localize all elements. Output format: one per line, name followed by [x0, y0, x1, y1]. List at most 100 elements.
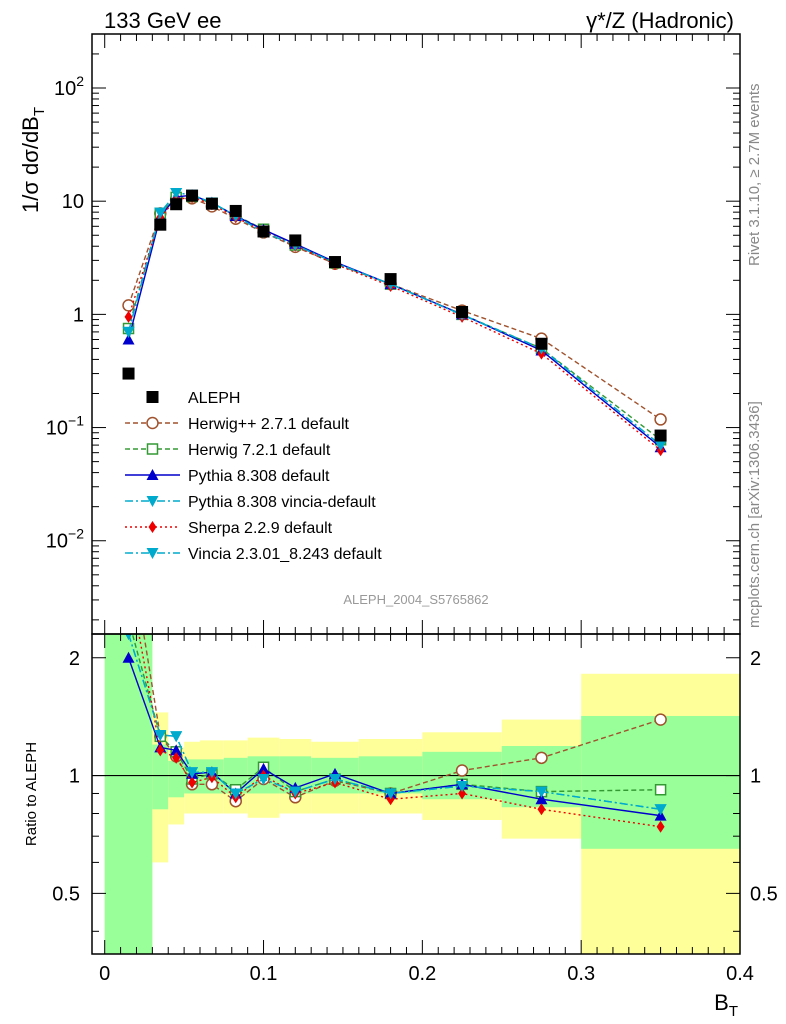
uncertainty-band-inner [104, 634, 153, 954]
series-line [127, 197, 661, 421]
uncertainty-band-inner [168, 760, 185, 798]
legend-marker [146, 416, 159, 430]
legend-marker [148, 521, 157, 533]
ratio-data-point [124, 615, 134, 625]
header-left: 133 GeV ee [104, 8, 222, 33]
ratio-data-point [329, 773, 341, 785]
ratio-data-point [170, 744, 183, 756]
ratio-data-point [122, 651, 135, 663]
data-point [124, 310, 133, 323]
y-tick-label: 10−2 [46, 526, 84, 553]
legend-marker [146, 469, 159, 480]
ratio-data-point [125, 634, 132, 640]
aleph-data-point [257, 225, 270, 238]
main-plot-area [122, 188, 667, 457]
y-tick-label: 102 [54, 73, 84, 100]
legend-label: ALEPH [188, 390, 240, 407]
y-tick-label: 10 [62, 191, 84, 213]
legend-label: Herwig++ 2.7.1 default [188, 416, 350, 433]
legend-marker [146, 496, 159, 507]
series-line [127, 192, 662, 446]
ratio-y-tick-label: 2 [69, 648, 80, 670]
ratio-y-tick-label-right: 1 [750, 766, 761, 788]
aleph-data-point [329, 256, 341, 269]
ratio-y-axis: 0.5 0.5 1 1 2 2 [52, 648, 778, 932]
legend-label: Pythia 8.308 default [188, 468, 330, 485]
header-right: γ*/Z (Hadronic) [586, 8, 734, 33]
ratio-data-point [257, 773, 270, 785]
aleph-data-point [186, 189, 199, 202]
series-line [127, 192, 662, 446]
data-point [154, 207, 167, 219]
main-frame [91, 33, 741, 635]
ratio-data-point [656, 820, 665, 833]
data-point [122, 333, 135, 345]
x-axis-label: BT [714, 990, 738, 1020]
data-point [170, 188, 183, 200]
ratio-y-tick-label: 0.5 [52, 883, 80, 905]
data-point [654, 413, 667, 426]
ratio-data-point [172, 751, 181, 764]
aleph-data-point [384, 273, 397, 286]
x-tick-label: 0.1 [250, 963, 278, 985]
x-tick-label: 0.2 [408, 963, 436, 985]
legend-label: Herwig 7.2.1 default [188, 442, 331, 459]
ratio-y-tick-label-right: 0.5 [750, 883, 778, 905]
aleph-data-point [229, 204, 242, 217]
ratio-data-point [186, 767, 199, 779]
ratio-data-point [456, 781, 469, 793]
legend-label: Pythia 8.308 vincia-default [188, 494, 376, 511]
y-tick-label: 1 [73, 304, 84, 326]
ratio-data-point [384, 788, 397, 800]
ratio-data-point [654, 804, 667, 816]
ratio-data-point [205, 767, 218, 779]
ratio-data-point [537, 803, 546, 816]
ratio-data-point [156, 744, 165, 757]
ratio-frame [91, 633, 741, 955]
legend-marker [146, 548, 159, 559]
ratio-data-point [123, 534, 134, 545]
ratio-data-point [125, 572, 133, 584]
aleph-data-point [205, 197, 218, 210]
ratio-data-point [458, 787, 467, 800]
ratio-data-point [154, 729, 167, 741]
series-line [127, 196, 662, 451]
x-axis: 0 0.1 0.2 0.3 0.4 [99, 34, 754, 985]
x-tick-label: 0.4 [726, 963, 754, 985]
legend-label: Vincia 2.3.01_8.243 default [188, 546, 382, 563]
ratio-data-point [229, 788, 242, 800]
legend-label: Sherpa 2.2.9 default [188, 520, 333, 537]
ratio-data-point [455, 764, 469, 777]
data-point [122, 326, 135, 338]
ratio-data-point [188, 776, 197, 789]
ratio-data-point [170, 731, 183, 743]
uncertainty-band-inner [152, 744, 169, 810]
aleph-data-point [535, 337, 548, 350]
aleph-data-point [122, 367, 135, 380]
aleph-data-point [154, 218, 167, 231]
legend: ALEPH Herwig++ 2.7.1 default Herwig 7.2.1 … [125, 390, 382, 563]
data-point [654, 440, 667, 452]
ratio-data-point [535, 786, 548, 798]
ratio-data-point [654, 713, 667, 726]
x-tick-label: 0.3 [567, 963, 595, 985]
main-y-axis-label: 1/σ dσ/dBT [18, 107, 48, 213]
ratio-data-point [289, 786, 302, 798]
ratio-data-point [654, 783, 667, 796]
y-tick-label: 10−1 [46, 413, 84, 440]
ratio-data-point [257, 762, 270, 774]
ratio-y-axis-label: Ratio to ALEPH [23, 742, 40, 846]
aleph-data-point [654, 429, 667, 442]
aleph-data-point [289, 234, 302, 247]
ratio-y-tick-label: 1 [69, 766, 80, 788]
ratio-plot-area [92, 534, 740, 954]
series-line [127, 194, 662, 448]
ratio-data-point [535, 751, 548, 765]
data-point [122, 299, 135, 312]
x-tick-label: 0 [99, 963, 110, 985]
aleph-data-point [456, 305, 469, 318]
legend-marker [146, 443, 159, 455]
aleph-data-point [170, 198, 183, 211]
ratio-y-tick-label-right: 2 [750, 648, 761, 670]
